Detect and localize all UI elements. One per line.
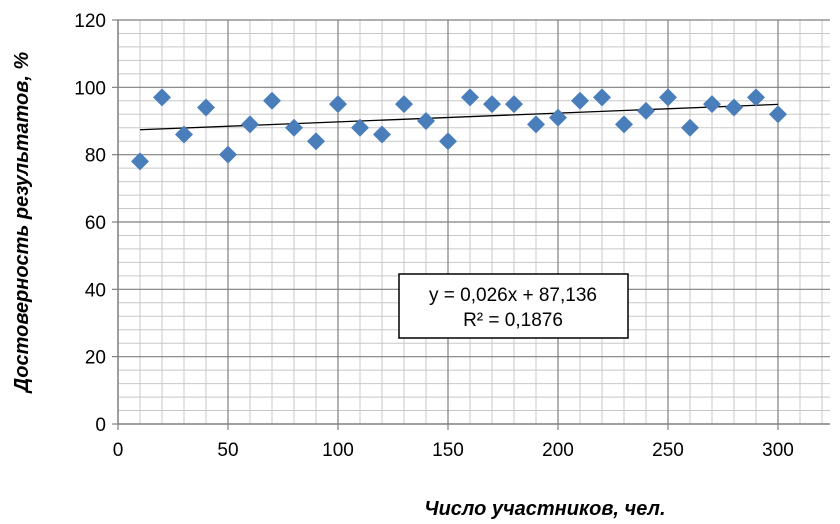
- data-point: [329, 95, 347, 114]
- y-tick-label: 40: [85, 280, 106, 301]
- x-tick-label: 0: [113, 440, 124, 461]
- x-tick-label: 150: [432, 440, 464, 461]
- data-point: [527, 115, 545, 134]
- x-tick-label: 100: [322, 440, 354, 461]
- data-point: [769, 105, 787, 124]
- y-tick-label: 80: [85, 146, 106, 167]
- r-squared-label: R² = 0,1876: [463, 310, 563, 331]
- data-point: [351, 118, 369, 137]
- data-point: [197, 98, 215, 117]
- x-axis-title: Число участников, чел.: [424, 498, 665, 520]
- data-point: [153, 88, 171, 107]
- data-point: [571, 91, 589, 110]
- y-axis-title: Достоверность результатов, %: [11, 52, 33, 395]
- data-point: [461, 88, 479, 107]
- data-point: [241, 115, 259, 134]
- equation-box-frame: [398, 273, 629, 339]
- x-tick-label: 300: [762, 440, 794, 461]
- y-tick-label: 20: [85, 348, 106, 369]
- data-point: [395, 95, 413, 114]
- data-point: [373, 125, 391, 144]
- x-tick-label: 250: [652, 440, 684, 461]
- data-point: [285, 118, 303, 137]
- data-point: [131, 152, 149, 171]
- data-points: [131, 88, 787, 171]
- data-point: [637, 101, 655, 120]
- data-point: [659, 88, 677, 107]
- y-tick-label: 100: [74, 78, 106, 99]
- data-point: [703, 95, 721, 114]
- data-point: [483, 95, 501, 114]
- equation-box: y = 0,026x + 87,136 R² = 0,1876: [398, 273, 629, 339]
- x-tick-label: 200: [542, 440, 574, 461]
- y-tick-labels: 0 20 40 60 80 100 120: [74, 11, 106, 436]
- data-point: [417, 112, 435, 130]
- data-point: [549, 108, 567, 127]
- data-point: [593, 88, 611, 107]
- data-point: [263, 91, 281, 110]
- data-point: [219, 145, 237, 164]
- y-tick-label: 60: [85, 213, 106, 234]
- data-point: [307, 132, 325, 151]
- axes: [112, 19, 830, 430]
- data-point: [615, 115, 633, 134]
- y-tick-label: 0: [95, 415, 106, 436]
- x-tick-label: 50: [217, 440, 238, 461]
- data-point: [175, 125, 193, 144]
- y-tick-label: 120: [74, 11, 106, 32]
- data-point: [681, 118, 699, 137]
- x-tick-labels: 0 50 100 150 200 250 300: [113, 440, 794, 461]
- data-point: [725, 98, 743, 117]
- trendline-equation: y = 0,026x + 87,136: [429, 285, 597, 306]
- data-point: [747, 88, 765, 107]
- data-point: [439, 132, 457, 151]
- data-point: [505, 95, 523, 114]
